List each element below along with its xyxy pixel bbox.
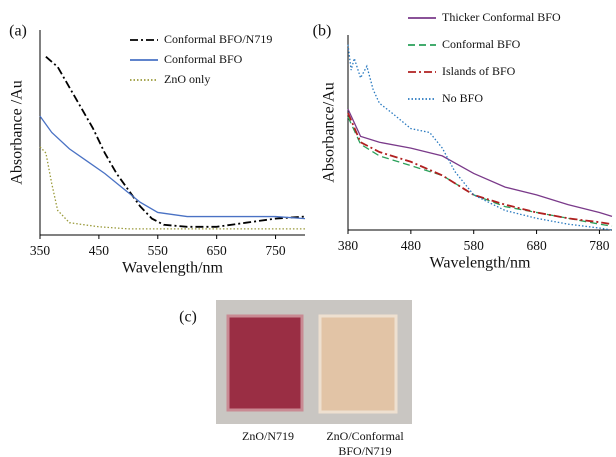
photo-caption: ZnO/N719 [242, 429, 294, 443]
x-tick-label: 780 [589, 238, 610, 253]
panel-label: (b) [313, 23, 332, 40]
red-sample [226, 314, 304, 412]
panel-label: (c) [179, 309, 197, 326]
beige-sample [318, 314, 398, 414]
legend-label: Islands of BFO [442, 64, 516, 78]
x-tick-label: 650 [207, 243, 228, 258]
x-tick-label: 450 [89, 243, 110, 258]
y-axis-title: Absorbance /Au [9, 80, 26, 184]
legend-label: Thicker Conformal BFO [442, 10, 561, 24]
series-line [347, 44, 613, 231]
x-axis-title: Wavelength/nm [122, 260, 223, 277]
photo-caption: ZnO/Conformal [326, 429, 404, 443]
panel-label: (a) [9, 23, 27, 40]
legend-label: Conformal BFO [442, 37, 521, 51]
x-tick-label: 580 [464, 238, 485, 253]
x-axis-title: Wavelength/nm [430, 255, 531, 272]
series-line [347, 108, 613, 217]
legend-label: No BFO [442, 91, 483, 105]
legend-label: Conformal BFO/N719 [164, 32, 272, 46]
legend-label: Conformal BFO [164, 52, 243, 66]
x-tick-label: 680 [526, 238, 547, 253]
photo-caption: BFO/N719 [338, 444, 391, 457]
legend-label: ZnO only [164, 72, 210, 86]
series-line [347, 112, 613, 226]
x-tick-label: 380 [338, 238, 359, 253]
x-tick-label: 350 [30, 243, 51, 258]
x-tick-label: 550 [148, 243, 169, 258]
series-line [347, 116, 613, 227]
series-line [39, 115, 306, 220]
series-line [39, 146, 305, 230]
y-axis-title: Absorbance/Au [321, 82, 338, 182]
x-tick-label: 750 [265, 243, 286, 258]
x-tick-label: 480 [401, 238, 422, 253]
